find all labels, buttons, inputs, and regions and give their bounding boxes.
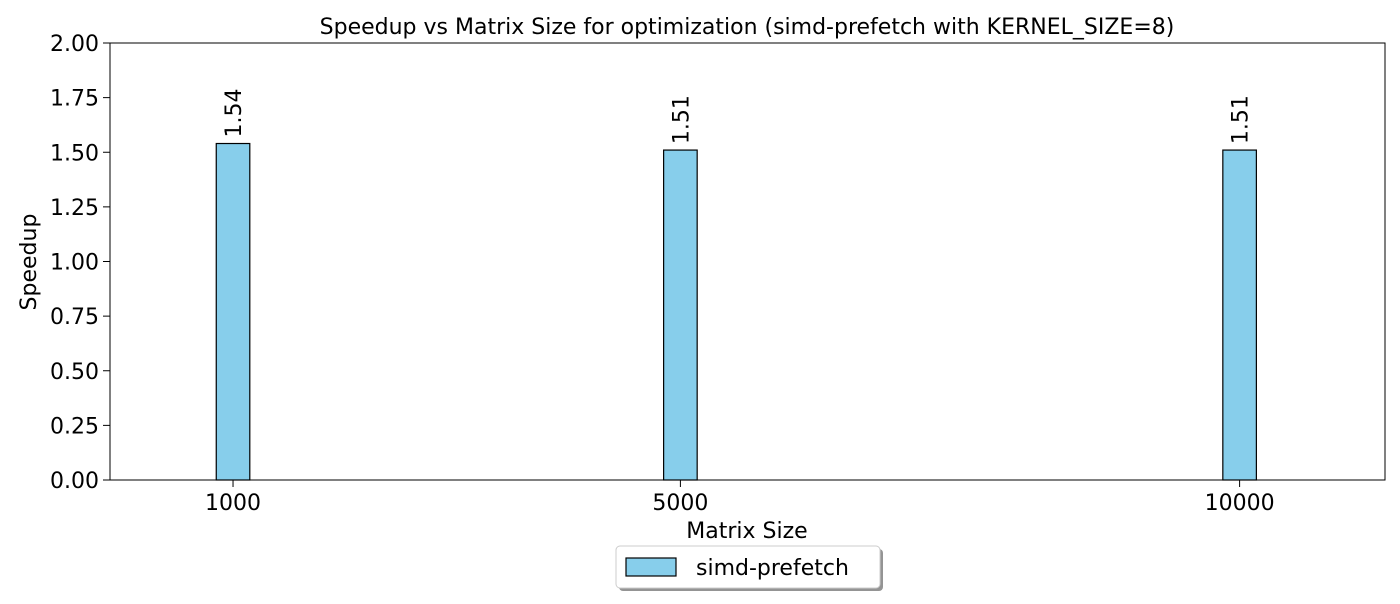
axes-frame — [109, 42, 1386, 481]
y-tick-label-1.50: 1.50 — [50, 141, 99, 166]
legend-label-simd-prefetch: simd-prefetch — [696, 556, 849, 581]
y-axis-label: Speedup — [17, 214, 42, 311]
y-tick-label-1.00: 1.00 — [50, 251, 99, 276]
legend-swatch-simd-prefetch — [625, 557, 677, 577]
chart-title: Speedup vs Matrix Size for optimization … — [320, 15, 1175, 40]
y-tick-label-0.50: 0.50 — [50, 360, 99, 385]
bar-5000 — [663, 149, 698, 481]
bar-value-label-10000: 1.51 — [1229, 95, 1254, 144]
y-tick-label-0.00: 0.00 — [50, 469, 99, 494]
x-tick-label-1000: 1000 — [205, 491, 261, 516]
plot-area: 1.54 1.51 1.51 0.00 0.25 0.50 0.75 1.00 1.25 1.50… — [50, 32, 1386, 516]
y-tick-label-0.25: 0.25 — [50, 414, 99, 439]
legend-box — [615, 545, 881, 589]
y-tick-label-2.00: 2.00 — [50, 32, 99, 57]
y-tick-label-1.75: 1.75 — [50, 87, 99, 112]
x-axis-label: Matrix Size — [686, 519, 807, 544]
legend: simd-prefetch — [615, 545, 883, 591]
bar-value-label-5000: 1.51 — [669, 95, 694, 144]
x-tick-label-10000: 10000 — [1205, 491, 1275, 516]
y-tick-label-0.75: 0.75 — [50, 305, 99, 330]
bar-value-label-1000: 1.54 — [222, 89, 247, 138]
y-tick-label-1.25: 1.25 — [50, 196, 99, 221]
bar-10000 — [1222, 149, 1257, 481]
x-tick-label-5000: 5000 — [652, 491, 708, 516]
bar-1000 — [215, 142, 251, 481]
